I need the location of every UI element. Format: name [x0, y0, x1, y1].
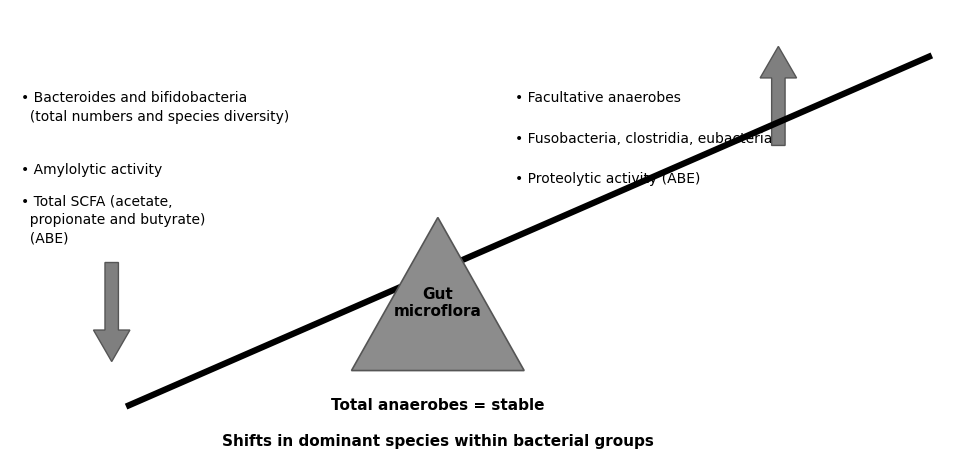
FancyArrow shape — [93, 262, 130, 361]
Text: • Bacteroides and bifidobacteria
  (total numbers and species diversity): • Bacteroides and bifidobacteria (total … — [20, 91, 288, 124]
Text: • Facultative anaerobes: • Facultative anaerobes — [514, 91, 679, 105]
Text: Total anaerobes = stable: Total anaerobes = stable — [331, 398, 544, 413]
Polygon shape — [351, 217, 524, 370]
Text: Shifts in dominant species within bacterial groups: Shifts in dominant species within bacter… — [222, 434, 653, 449]
FancyArrow shape — [759, 46, 796, 145]
Text: • Total SCFA (acetate,
  propionate and butyrate)
  (ABE): • Total SCFA (acetate, propionate and bu… — [20, 195, 205, 246]
Text: Gut
microflora: Gut microflora — [393, 287, 481, 319]
Text: • Fusobacteria, clostridia, eubacteria: • Fusobacteria, clostridia, eubacteria — [514, 132, 771, 146]
Text: • Proteolytic activity (ABE): • Proteolytic activity (ABE) — [514, 173, 700, 187]
Text: • Amylolytic activity: • Amylolytic activity — [20, 163, 161, 178]
